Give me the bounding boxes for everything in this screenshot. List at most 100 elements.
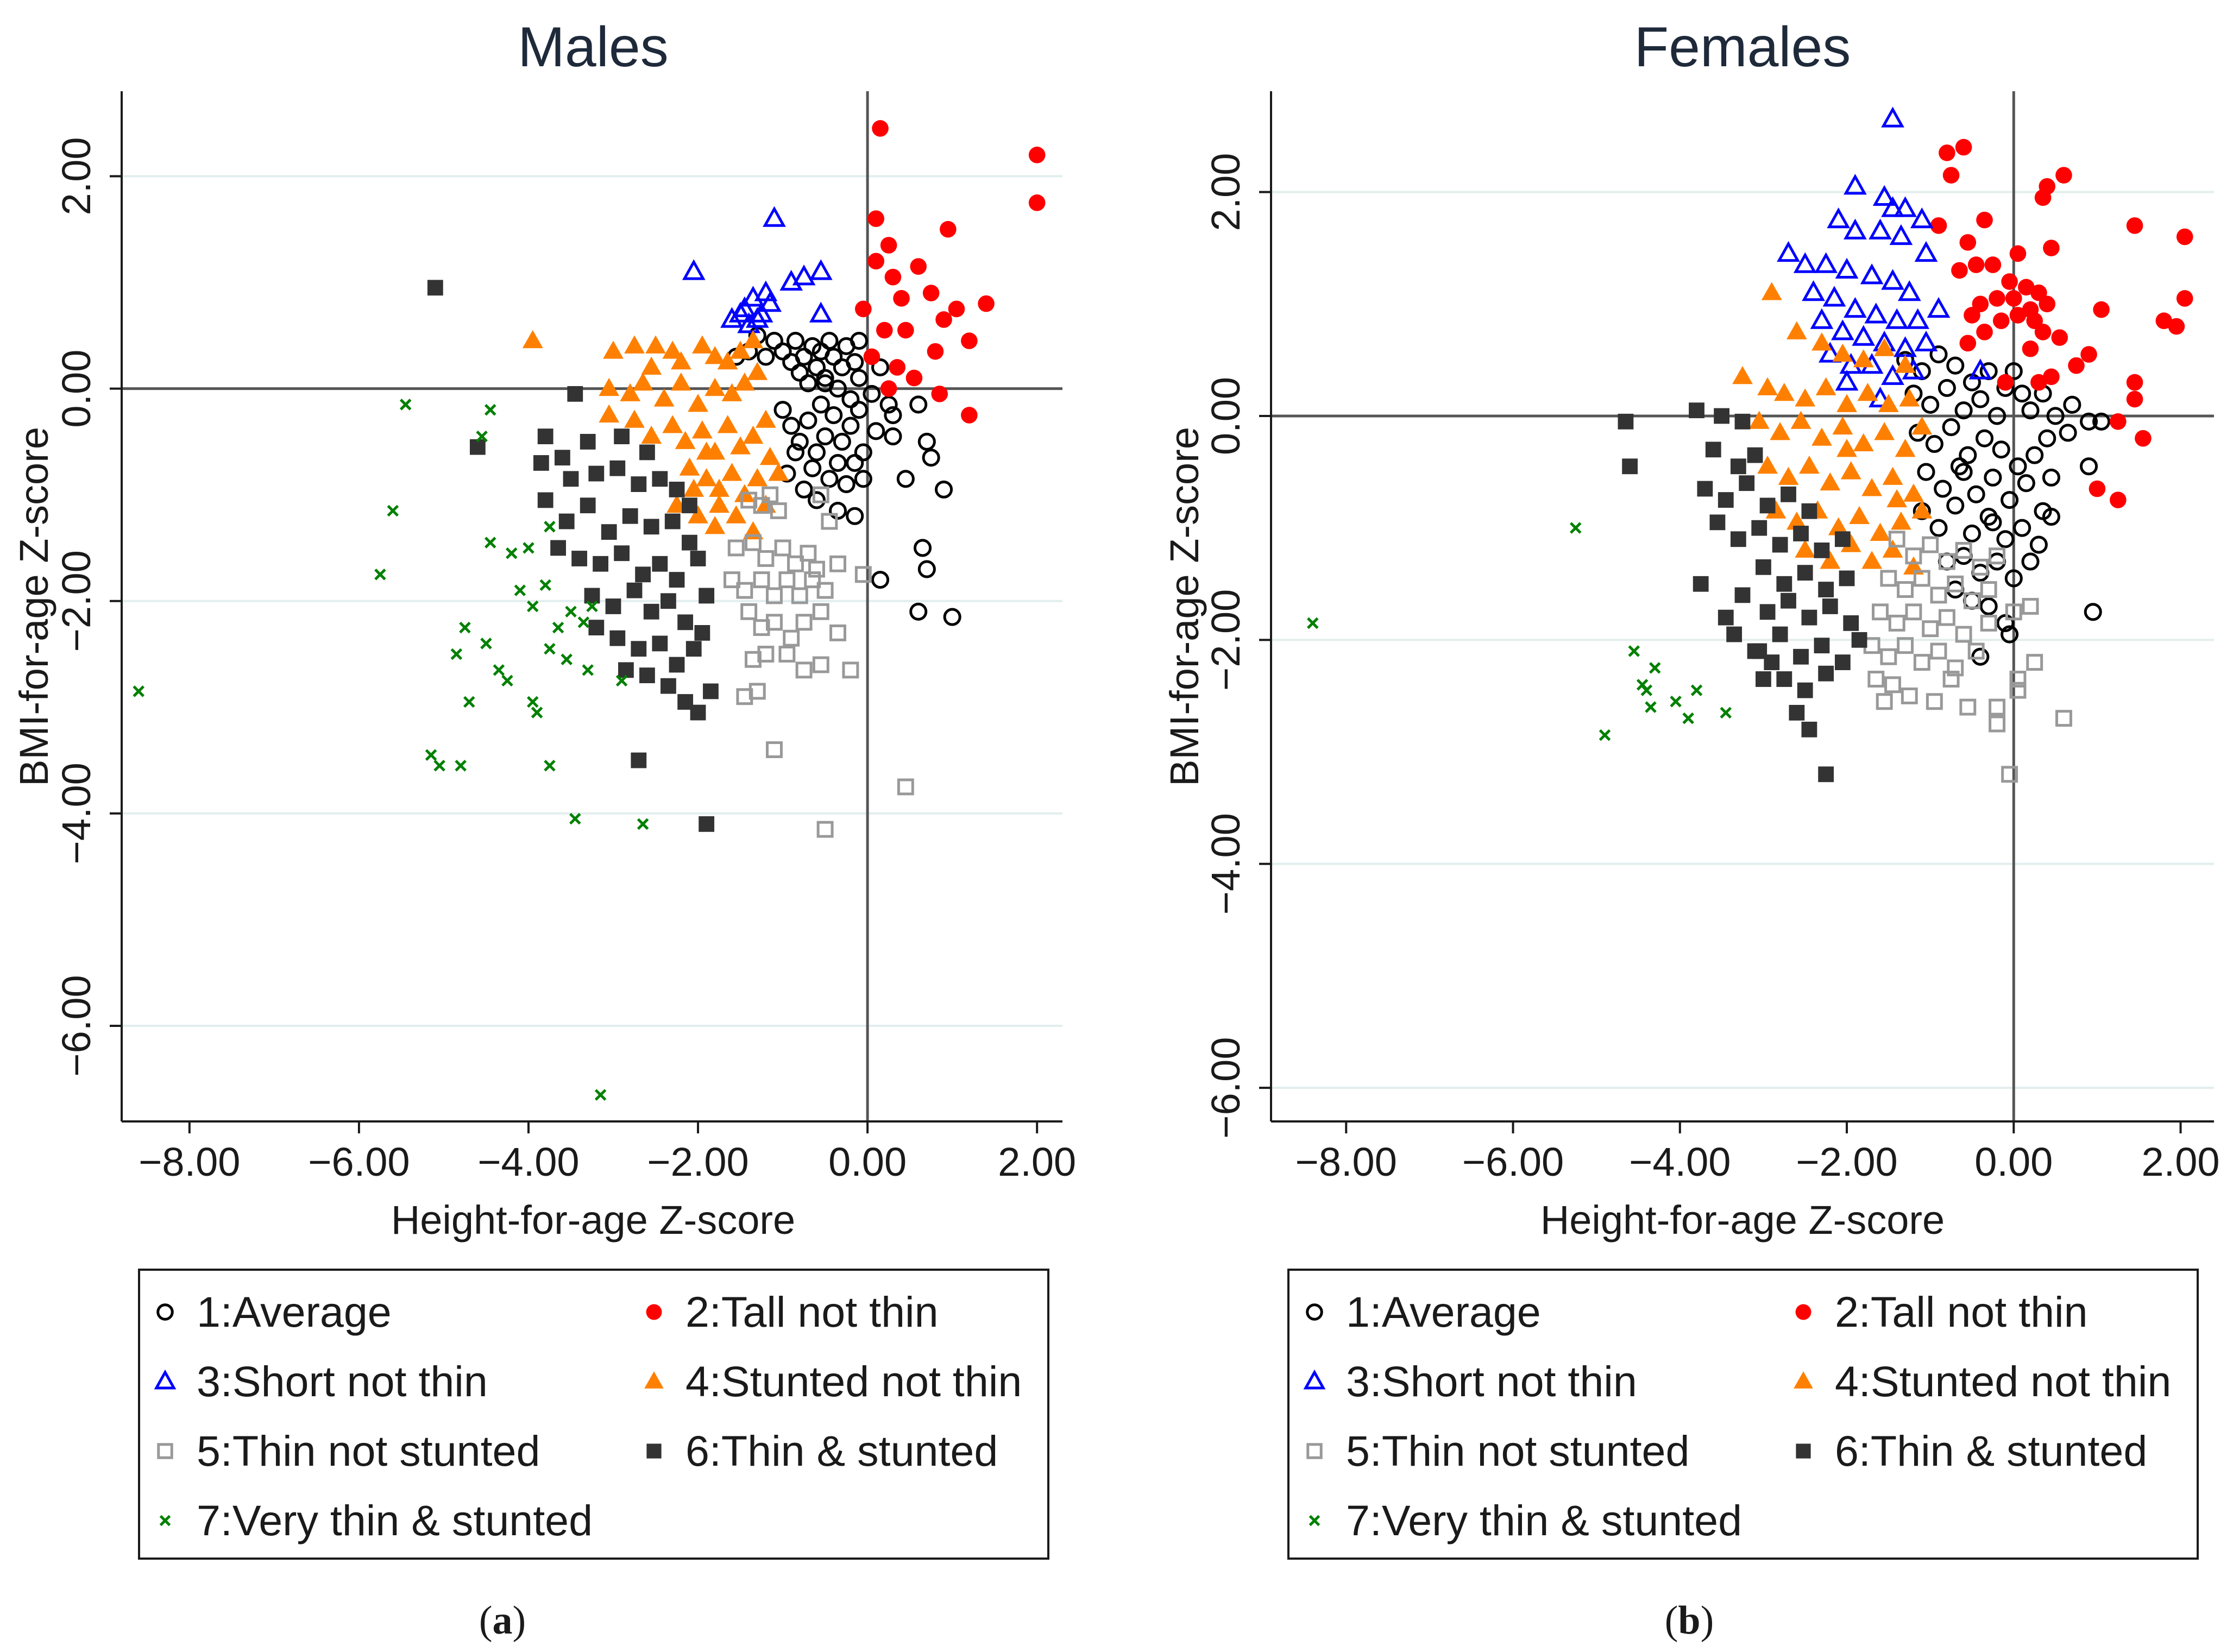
data-point: [2126, 217, 2143, 234]
data-point: [1906, 308, 1929, 329]
series-6: [1618, 402, 1867, 783]
data-point: [1828, 517, 1849, 535]
data-point: [653, 388, 675, 407]
data-point: [1980, 614, 1997, 632]
data-point: [917, 560, 936, 578]
legend-label: 3:Short not thin: [197, 1357, 488, 1405]
data-point: [1801, 721, 1817, 737]
data-point: [721, 383, 743, 401]
panel-caption: (b): [1665, 1598, 1714, 1643]
data-point: [1889, 224, 1913, 245]
data-point: [807, 443, 826, 462]
data-point: [1881, 364, 1904, 385]
data-point: [1835, 369, 1859, 391]
series-3: [1777, 106, 1992, 408]
data-point: [1759, 604, 1776, 620]
data-point: [1984, 513, 2002, 532]
x-axis-title: Height-for-age Z-score: [1540, 1197, 1945, 1243]
data-point: [1955, 541, 1972, 559]
data-point: [880, 380, 897, 397]
data-point: [747, 362, 768, 380]
data-point: [745, 651, 762, 668]
series-7: [133, 399, 649, 1101]
data-point: [2126, 374, 2143, 391]
data-point: [480, 638, 492, 650]
data-point: [1831, 319, 1854, 341]
data-point: [669, 572, 685, 588]
data-point: [1894, 196, 1917, 217]
data-point: [2022, 340, 2039, 357]
data-point: [1984, 468, 2002, 487]
data-point: [792, 264, 816, 286]
legend-marker: [156, 1303, 174, 1321]
data-point: [1979, 597, 1998, 616]
data-point: [1781, 486, 1796, 502]
data-point: [527, 696, 539, 708]
data-point: [670, 373, 691, 391]
data-point: [699, 816, 715, 832]
data-point: [721, 463, 743, 481]
data-point: [1867, 671, 1885, 688]
y-tick-label: −2.00: [54, 550, 99, 652]
data-point: [766, 587, 783, 604]
data-point: [893, 290, 910, 307]
data-point: [2080, 412, 2098, 431]
legend-marker: [1795, 1304, 1811, 1320]
data-point: [683, 478, 705, 497]
data-point: [599, 377, 620, 396]
data-point: [1751, 520, 1767, 536]
series-5: [1863, 531, 2072, 783]
data-point: [1989, 547, 2006, 565]
data-point: [1976, 211, 1993, 229]
data-point: [1693, 576, 1709, 592]
legend-label: 6:Thin & stunted: [1835, 1427, 2147, 1475]
data-point: [2168, 318, 2185, 335]
data-point: [631, 752, 647, 768]
data-point: [1814, 543, 1830, 558]
data-point: [544, 642, 556, 655]
data-point: [605, 598, 621, 614]
data-point: [1885, 308, 1909, 329]
data-point: [1786, 321, 1807, 339]
data-point: [531, 707, 543, 718]
data-point: [1836, 394, 1857, 412]
data-point: [736, 688, 753, 705]
data-point: [896, 470, 915, 488]
data-point: [1834, 531, 1851, 547]
data-point: [812, 656, 829, 673]
data-point: [809, 259, 833, 280]
y-tick-label: 0.00: [54, 350, 99, 428]
data-point: [850, 332, 869, 350]
data-point: [1844, 174, 1867, 195]
caption-letter: b: [1678, 1598, 1700, 1643]
data-point: [1942, 671, 1960, 688]
data-point: [682, 259, 706, 280]
data-point: [1878, 394, 1899, 412]
data-point: [544, 521, 556, 533]
x-tick-label: −4.00: [477, 1139, 579, 1184]
data-point: [539, 579, 551, 591]
data-point: [766, 741, 783, 758]
data-point: [643, 519, 659, 535]
data-point: [759, 446, 781, 465]
data-point: [1818, 342, 1842, 363]
data-point: [1930, 587, 1947, 604]
data-point: [571, 551, 587, 566]
data-point: [2004, 362, 2023, 381]
x-tick-label: −2.00: [1796, 1139, 1897, 1184]
data-point: [1772, 626, 1788, 642]
data-point: [884, 406, 902, 425]
data-point: [1971, 390, 1990, 408]
data-point: [1770, 422, 1791, 440]
data-point: [1976, 324, 1993, 341]
data-point: [757, 646, 775, 663]
data-point: [661, 593, 676, 609]
data-point: [717, 351, 738, 370]
data-point: [2176, 290, 2193, 307]
data-point: [842, 661, 859, 679]
data-point: [2001, 273, 2018, 290]
data-point: [1955, 626, 1972, 643]
x-tick-label: −6.00: [308, 1139, 410, 1184]
data-point: [1776, 576, 1792, 592]
